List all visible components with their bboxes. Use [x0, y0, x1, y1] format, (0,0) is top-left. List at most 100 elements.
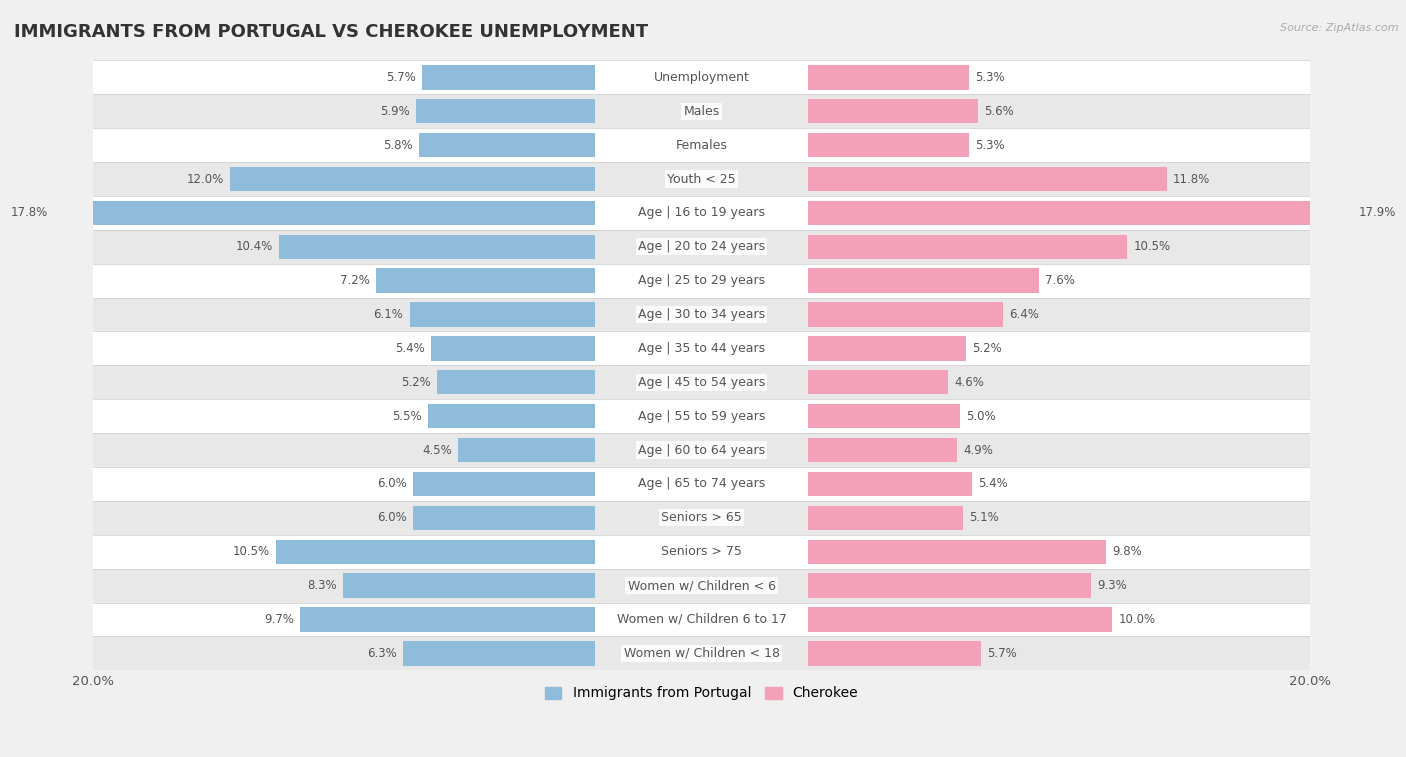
- Text: 10.4%: 10.4%: [235, 240, 273, 254]
- Text: Women w/ Children < 6: Women w/ Children < 6: [627, 579, 776, 592]
- Bar: [412, 472, 595, 496]
- Bar: [93, 501, 1310, 534]
- Text: IMMIGRANTS FROM PORTUGAL VS CHEROKEE UNEMPLOYMENT: IMMIGRANTS FROM PORTUGAL VS CHEROKEE UNE…: [14, 23, 648, 41]
- Text: 7.6%: 7.6%: [1045, 274, 1076, 287]
- Bar: [375, 269, 595, 293]
- Text: 5.2%: 5.2%: [973, 342, 1002, 355]
- Bar: [278, 235, 595, 259]
- Text: Age | 65 to 74 years: Age | 65 to 74 years: [638, 478, 765, 491]
- Bar: [422, 65, 595, 89]
- Bar: [458, 438, 595, 463]
- Text: Age | 20 to 24 years: Age | 20 to 24 years: [638, 240, 765, 254]
- Text: 6.4%: 6.4%: [1010, 308, 1039, 321]
- Bar: [808, 573, 1091, 598]
- Bar: [808, 506, 963, 530]
- Text: 10.5%: 10.5%: [232, 545, 270, 558]
- Text: Source: ZipAtlas.com: Source: ZipAtlas.com: [1281, 23, 1399, 33]
- Bar: [93, 332, 1310, 366]
- Text: 11.8%: 11.8%: [1173, 173, 1211, 185]
- Text: 5.3%: 5.3%: [976, 71, 1005, 84]
- Text: Females: Females: [676, 139, 727, 151]
- Text: 4.6%: 4.6%: [955, 375, 984, 389]
- Bar: [808, 302, 1002, 327]
- Bar: [343, 573, 595, 598]
- Text: 5.7%: 5.7%: [987, 646, 1018, 660]
- Bar: [93, 399, 1310, 433]
- Bar: [808, 370, 948, 394]
- Bar: [808, 235, 1128, 259]
- Text: 8.3%: 8.3%: [307, 579, 336, 592]
- Bar: [93, 637, 1310, 670]
- Text: Age | 55 to 59 years: Age | 55 to 59 years: [638, 410, 765, 422]
- Text: 5.1%: 5.1%: [969, 511, 1000, 525]
- Text: 5.3%: 5.3%: [976, 139, 1005, 151]
- Text: 6.1%: 6.1%: [374, 308, 404, 321]
- Bar: [412, 506, 595, 530]
- Bar: [409, 302, 595, 327]
- Bar: [808, 336, 966, 360]
- Bar: [93, 263, 1310, 298]
- Text: Males: Males: [683, 104, 720, 118]
- Bar: [53, 201, 595, 225]
- Text: 5.5%: 5.5%: [392, 410, 422, 422]
- Bar: [93, 61, 1310, 95]
- Text: 9.8%: 9.8%: [1112, 545, 1142, 558]
- Text: 12.0%: 12.0%: [187, 173, 224, 185]
- Bar: [427, 404, 595, 428]
- Bar: [93, 230, 1310, 263]
- Text: 5.4%: 5.4%: [979, 478, 1008, 491]
- Bar: [93, 128, 1310, 162]
- Bar: [808, 641, 981, 665]
- Text: Age | 16 to 19 years: Age | 16 to 19 years: [638, 207, 765, 220]
- Bar: [416, 99, 595, 123]
- Text: 5.7%: 5.7%: [385, 71, 416, 84]
- Bar: [808, 201, 1353, 225]
- Bar: [93, 196, 1310, 230]
- Text: 5.9%: 5.9%: [380, 104, 409, 118]
- Text: 17.9%: 17.9%: [1358, 207, 1396, 220]
- Bar: [93, 366, 1310, 399]
- Bar: [808, 540, 1107, 564]
- Bar: [808, 167, 1167, 192]
- Bar: [93, 603, 1310, 637]
- Text: Age | 35 to 44 years: Age | 35 to 44 years: [638, 342, 765, 355]
- Text: 5.0%: 5.0%: [966, 410, 995, 422]
- Text: Age | 60 to 64 years: Age | 60 to 64 years: [638, 444, 765, 456]
- Text: 4.5%: 4.5%: [422, 444, 453, 456]
- Bar: [808, 269, 1039, 293]
- Bar: [808, 133, 969, 157]
- Text: 5.2%: 5.2%: [401, 375, 430, 389]
- Text: 5.6%: 5.6%: [984, 104, 1014, 118]
- Bar: [231, 167, 595, 192]
- Text: 6.0%: 6.0%: [377, 478, 406, 491]
- Text: Age | 30 to 34 years: Age | 30 to 34 years: [638, 308, 765, 321]
- Bar: [93, 467, 1310, 501]
- Bar: [808, 99, 979, 123]
- Bar: [93, 298, 1310, 332]
- Bar: [808, 472, 973, 496]
- Text: 9.3%: 9.3%: [1097, 579, 1126, 592]
- Bar: [93, 162, 1310, 196]
- Legend: Immigrants from Portugal, Cherokee: Immigrants from Portugal, Cherokee: [540, 681, 863, 706]
- Text: 4.9%: 4.9%: [963, 444, 993, 456]
- Bar: [808, 65, 969, 89]
- Text: Age | 25 to 29 years: Age | 25 to 29 years: [638, 274, 765, 287]
- Bar: [808, 404, 960, 428]
- Bar: [93, 433, 1310, 467]
- Bar: [299, 607, 595, 631]
- Bar: [276, 540, 595, 564]
- Bar: [93, 95, 1310, 128]
- Bar: [437, 370, 595, 394]
- Bar: [808, 607, 1112, 631]
- Bar: [93, 534, 1310, 569]
- Text: Seniors > 75: Seniors > 75: [661, 545, 742, 558]
- Text: Women w/ Children < 18: Women w/ Children < 18: [624, 646, 779, 660]
- Text: 5.8%: 5.8%: [382, 139, 412, 151]
- Bar: [808, 438, 957, 463]
- Text: Unemployment: Unemployment: [654, 71, 749, 84]
- Bar: [404, 641, 595, 665]
- Text: 17.8%: 17.8%: [10, 207, 48, 220]
- Text: Seniors > 65: Seniors > 65: [661, 511, 742, 525]
- Bar: [419, 133, 595, 157]
- Text: Women w/ Children 6 to 17: Women w/ Children 6 to 17: [617, 613, 786, 626]
